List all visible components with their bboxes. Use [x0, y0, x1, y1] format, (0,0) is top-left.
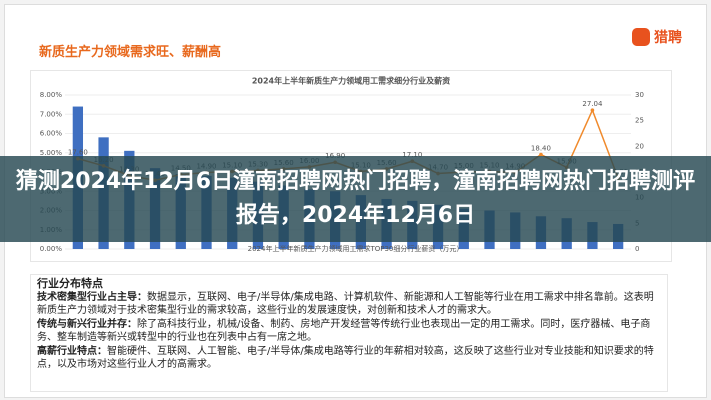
- paragraph-heading: 传统与新兴行业并存：: [37, 318, 137, 330]
- paragraph: 传统与新兴行业并存：除了高科技行业，机械/设备、制药、房地产开发经营等传统行业也…: [37, 318, 661, 345]
- paragraph: 技术密集型行业占主导：数据显示，互联网、电子/半导体/集成电路、计算机软件、新能…: [37, 291, 661, 318]
- paragraph: 高薪行业特点：智能硬件、互联网、人工智能、电子/半导体/集成电路等行业的年薪相对…: [37, 345, 661, 372]
- y-tick-label: 0.00%: [40, 245, 63, 253]
- y2-tick-label: 25: [635, 117, 644, 125]
- header-title: 新质生产力领域需求旺、薪酬高: [39, 45, 222, 60]
- y2-tick-label: 0: [635, 245, 639, 253]
- y-tick-label: 6.00%: [40, 130, 63, 138]
- text-section: 行业分布特点 技术密集型行业占主导：数据显示，互联网、电子/半导体/集成电路、计…: [30, 274, 668, 392]
- paragraph-heading: 技术密集型行业占主导：: [37, 291, 147, 303]
- items: 技术密集型行业占主导：数据显示，互联网、电子/半导体/集成电路、计算机软件、新能…: [37, 291, 661, 372]
- logo: 猎聘: [632, 27, 682, 47]
- paragraph-text: 智能硬件、互联网、人工智能、电子/半导体/集成电路等行业的年薪相对较高，这反映了…: [37, 345, 654, 371]
- data-label: 17.60: [68, 149, 88, 157]
- section-title: 行业分布特点: [37, 277, 103, 290]
- y-tick-label: 8.00%: [40, 91, 63, 99]
- paragraph-text: 除了高科技行业，机械/设备、制药、房地产开发经营等传统行业也表现出一定的用工需求…: [37, 318, 651, 344]
- banner-title: 猜测2024年12月6日潼南招聘网热门招聘，潼南招聘网热门招聘测评报告，2024…: [15, 169, 696, 228]
- data-label: 27.04: [582, 100, 603, 108]
- chart-subtitle: 2024年上半年新质生产力领域用工需求TOP30细分行业薪资（万元）: [247, 245, 464, 253]
- banner: 猜测2024年12月6日潼南招聘网热门招聘，潼南招聘网热门招聘测评报告，2024…: [0, 156, 711, 242]
- chart-title: 2024年上半年新质生产力领域用工需求细分行业及薪资: [252, 76, 450, 86]
- point: [590, 108, 595, 112]
- data-label: 17.10: [402, 151, 422, 159]
- paragraph-text: 数据显示，互联网、电子/半导体/集成电路、计算机软件、新能源和人工智能等行业在用…: [37, 291, 654, 317]
- data-label: 18.40: [531, 145, 551, 153]
- y-tick-label: 5.00%: [40, 149, 63, 157]
- paragraph-heading: 高薪行业特点：: [37, 345, 107, 357]
- y-tick-label: 7.00%: [40, 110, 63, 118]
- logo-text: 猎聘: [654, 30, 682, 46]
- point: [539, 152, 543, 157]
- y2-tick-label: 30: [635, 91, 644, 99]
- y2-tick-label: 20: [635, 142, 644, 150]
